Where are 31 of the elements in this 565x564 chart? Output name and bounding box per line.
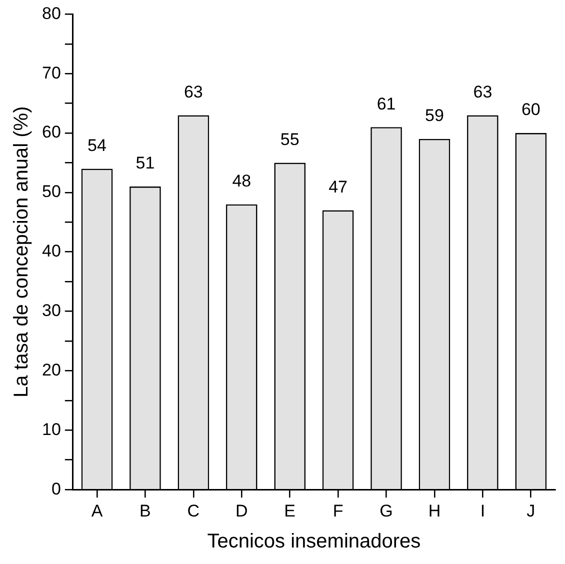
x-tick-label: E <box>284 501 296 520</box>
x-tick-label: D <box>236 501 248 520</box>
x-tick-label: B <box>140 501 151 520</box>
y-tick-label: 60 <box>42 122 61 142</box>
x-axis-title: Tecnicos inseminadores <box>207 530 421 553</box>
data-label: 63 <box>184 82 203 102</box>
data-label: 48 <box>232 172 252 191</box>
data-label: 60 <box>521 100 540 120</box>
data-label: 61 <box>376 94 396 114</box>
data-label: 51 <box>136 154 155 173</box>
x-tick-label: F <box>332 501 344 520</box>
y-tick-label: 40 <box>42 242 61 261</box>
x-tick-label: H <box>428 501 441 520</box>
x-tick-label: C <box>187 501 200 520</box>
data-label: 47 <box>328 177 348 196</box>
y-tick-label: 70 <box>42 63 61 82</box>
y-tick-label: 0 <box>51 479 61 498</box>
y-tick-label: 50 <box>42 182 61 202</box>
x-tick-label: G <box>380 501 393 520</box>
data-label: 63 <box>473 82 492 102</box>
data-label: 55 <box>280 130 300 149</box>
y-tick-label: 80 <box>42 4 61 23</box>
y-tick-label: 30 <box>42 301 61 320</box>
data-label: 59 <box>425 106 444 126</box>
x-tick-label: I <box>480 501 486 520</box>
data-label: 54 <box>88 136 106 155</box>
y-axis-title: La tasa de concepcion anual (%) <box>10 106 33 398</box>
y-tick-label: 20 <box>42 360 61 380</box>
x-tick-label: A <box>91 501 104 520</box>
x-tick-label: J <box>526 501 536 520</box>
y-tick-label: 10 <box>42 420 61 439</box>
